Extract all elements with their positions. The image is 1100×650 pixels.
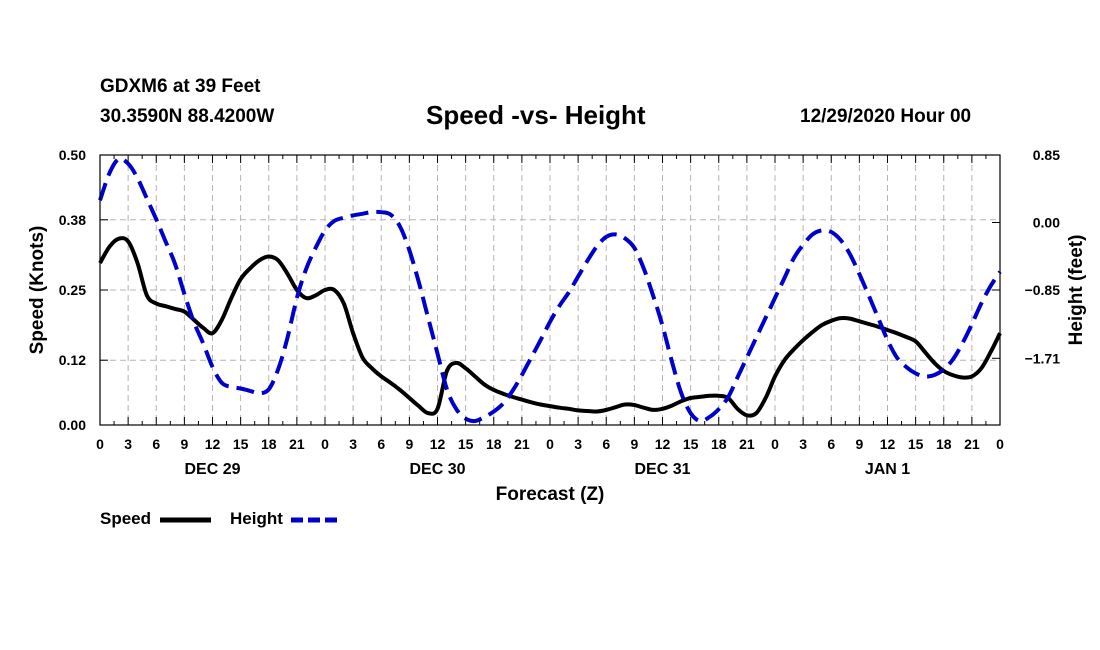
x-tick-label: 9: [630, 436, 638, 452]
x-tick-label: 18: [711, 436, 727, 452]
x-tick-label: 6: [602, 436, 610, 452]
x-tick-label: 3: [124, 436, 132, 452]
x-tick-label: 15: [683, 436, 699, 452]
x-tick-label: 15: [233, 436, 249, 452]
x-tick-label: 3: [349, 436, 357, 452]
x-tick-label: 6: [377, 436, 385, 452]
x-tick-label: 9: [180, 436, 188, 452]
y-tick-label: 0.50: [59, 147, 86, 163]
x-tick-label: 15: [908, 436, 924, 452]
x-tick-label: 6: [152, 436, 160, 452]
x-tick-label: 3: [799, 436, 807, 452]
legend-height-label: Height: [230, 509, 283, 528]
run-time-label: 12/29/2020 Hour 00: [800, 106, 972, 127]
x-tick-label: 0: [546, 436, 554, 452]
x-tick-label: 18: [486, 436, 502, 452]
legend-speed-label: Speed: [100, 509, 152, 528]
series-lines: [98, 156, 1002, 424]
x-tick-label: 21: [514, 436, 530, 452]
x-tick-label: 0: [96, 436, 104, 452]
x-tick-label: 0: [321, 436, 329, 452]
x-tick-label: 6: [827, 436, 835, 452]
station-label: GDXM6 at 39 Feet: [100, 76, 261, 97]
x-tick-label: 12: [655, 436, 671, 452]
y-tick-label: 0.00: [59, 417, 86, 433]
y-axis-title: Speed (Knots): [27, 226, 48, 355]
x-tick-label: 0: [771, 436, 779, 452]
day-label: DEC 30: [409, 461, 465, 478]
x-tick-label: 18: [936, 436, 952, 452]
day-label: DEC 29: [184, 461, 240, 478]
y-tick-label: 0.25: [59, 282, 86, 298]
axis-labels: 0 3 6 9 12 15 18 21 0 3 6 9 12 15 18 21 0 3 6 9 12 15 18 21 0 3 6 9…: [59, 147, 1060, 478]
x-tick-label: 12: [430, 436, 446, 452]
x-tick-label: 12: [880, 436, 896, 452]
x-tick-label: 21: [289, 436, 305, 452]
speed-series-line: [98, 236, 1002, 418]
x-tick-label: 12: [205, 436, 221, 452]
axis-ticks: [99, 154, 1001, 426]
x-tick-label: 21: [739, 436, 755, 452]
y-tick-label: 0.38: [59, 212, 86, 228]
y2-tick-label: −0.85: [1025, 282, 1061, 298]
x-tick-label: 3: [574, 436, 582, 452]
x-tick-label: 18: [261, 436, 277, 452]
location-label: 30.3590N 88.4200W: [100, 106, 275, 127]
y2-tick-label: 0.00: [1033, 215, 1060, 231]
height-series-line: [98, 156, 1002, 424]
y2-tick-label: 0.85: [1033, 147, 1060, 163]
grid: [100, 155, 1000, 425]
day-label: JAN 1: [865, 461, 910, 478]
day-label: DEC 31: [634, 461, 690, 478]
x-tick-label: 0: [996, 436, 1004, 452]
x-tick-label: 21: [964, 436, 980, 452]
y2-axis-title: Height (feet): [1066, 235, 1087, 346]
x-tick-label: 15: [458, 436, 474, 452]
y-tick-label: 0.12: [59, 352, 86, 368]
x-axis-title: Forecast (Z): [496, 484, 605, 505]
y2-tick-label: −1.71: [1025, 350, 1061, 366]
x-tick-label: 9: [405, 436, 413, 452]
x-tick-label: 9: [855, 436, 863, 452]
chart-title: Speed -vs- Height: [426, 100, 646, 130]
